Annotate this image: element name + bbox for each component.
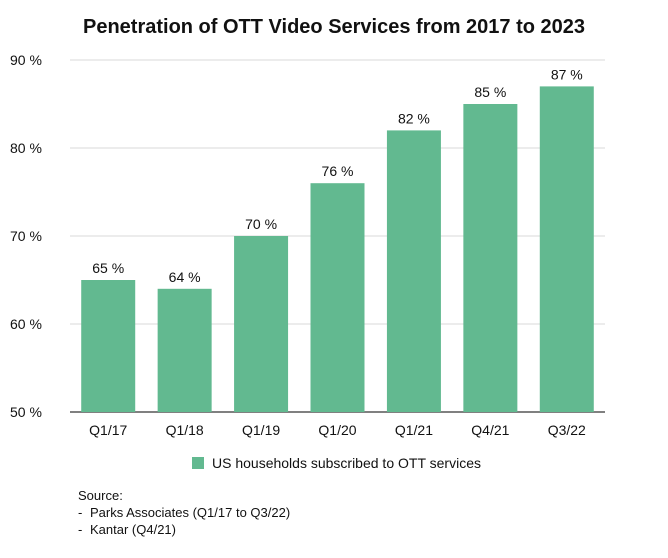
source-text: Kantar (Q4/21) [90, 522, 176, 537]
x-tick-label: Q4/21 [471, 422, 509, 438]
bar [386, 130, 441, 412]
source-item: - Parks Associates (Q1/17 to Q3/22) [78, 504, 290, 521]
data-label: 87 % [551, 66, 583, 82]
source-text: Parks Associates (Q1/17 to Q3/22) [90, 505, 291, 520]
y-tick-label: 50 % [10, 404, 42, 420]
x-tick-label: Q1/21 [395, 422, 433, 438]
legend-swatch [192, 457, 204, 469]
chart-title: Penetration of OTT Video Services from 2… [82, 16, 586, 38]
x-tick-label: Q3/22 [548, 422, 586, 438]
y-tick-label: 80 % [10, 140, 42, 156]
source-dash: - [78, 505, 83, 520]
source-note: Source: - Parks Associates (Q1/17 to Q3/… [78, 487, 290, 538]
bar-chart: 50 % 60 % 70 % 80 % 90 % Q1/17 Q1/18 Q1/19 Q1/20… [10, 52, 605, 438]
x-tick-label: Q1/17 [89, 422, 127, 438]
y-tick-label: 60 % [10, 316, 42, 332]
data-label: 85 % [474, 84, 506, 100]
source-heading: Source: [78, 488, 123, 503]
bar [463, 104, 518, 412]
x-tick-label: Q1/19 [242, 422, 280, 438]
legend-label: US households subscribed to OTT services [212, 455, 481, 471]
data-label: 65 % [92, 260, 124, 276]
bar [157, 288, 212, 412]
data-label: 70 % [245, 216, 277, 232]
source-dash: - [78, 522, 83, 537]
y-tick-label: 90 % [10, 52, 42, 68]
bar [234, 236, 289, 412]
x-tick-label: Q1/20 [318, 422, 356, 438]
data-label: 64 % [169, 269, 201, 285]
bar [310, 183, 365, 412]
data-label: 76 % [322, 163, 354, 179]
bar [539, 86, 594, 413]
source-item: - Kantar (Q4/21) [78, 521, 290, 538]
y-tick-label: 70 % [10, 228, 42, 244]
x-tick-label: Q1/18 [166, 422, 204, 438]
data-label: 82 % [398, 110, 430, 126]
bar [81, 280, 136, 412]
legend: US households subscribed to OTT services [192, 455, 481, 471]
